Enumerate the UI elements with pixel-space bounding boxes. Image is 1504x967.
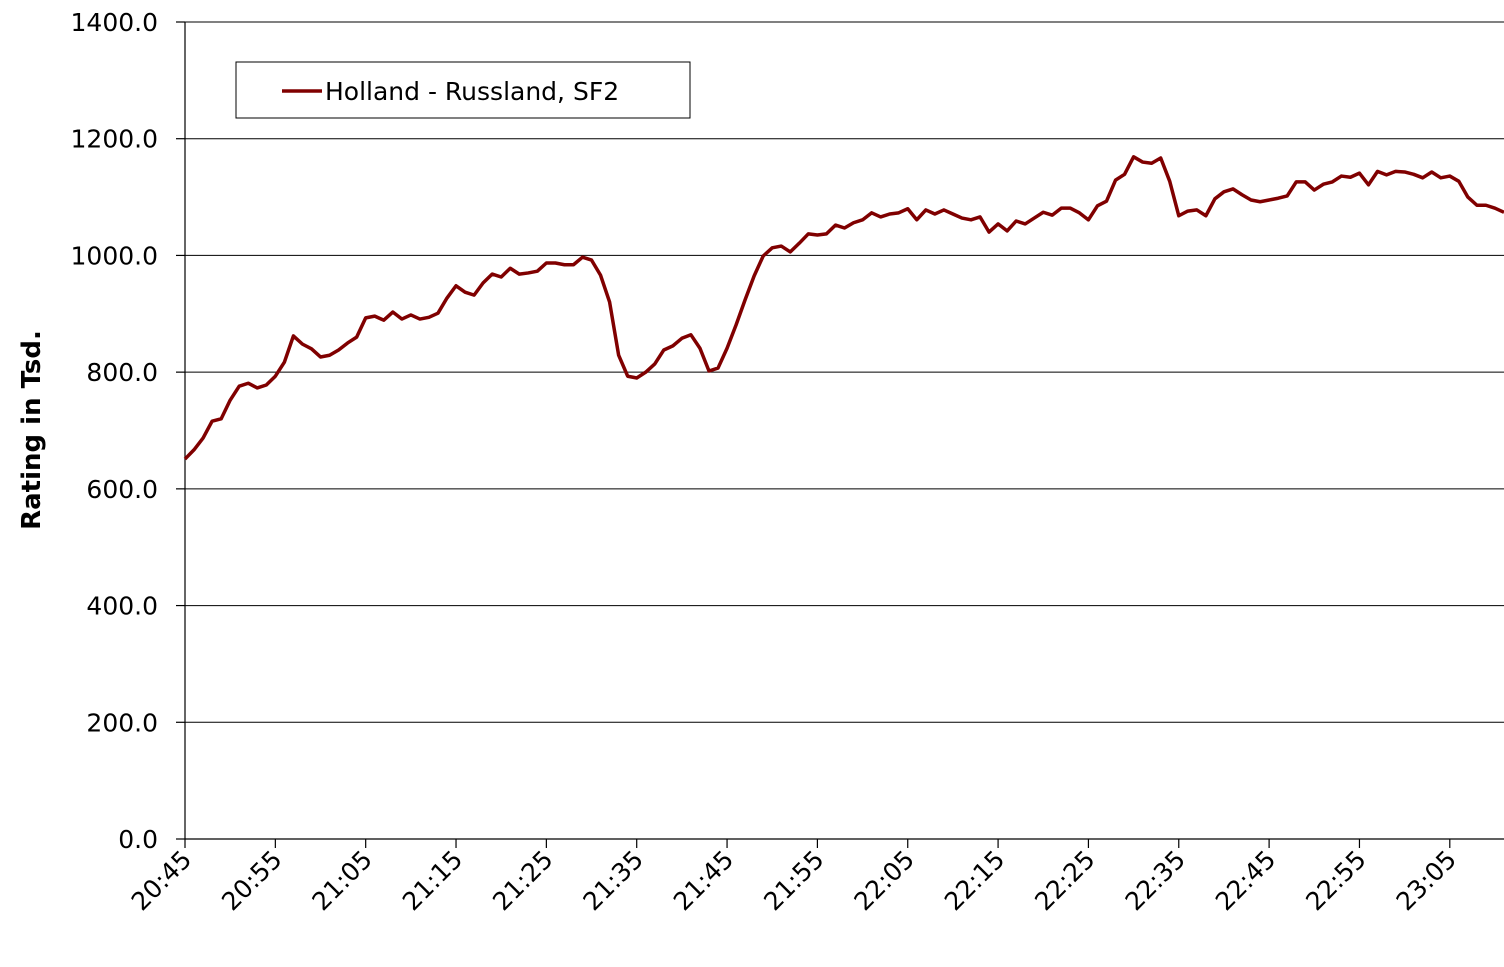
x-tick-label: 22:55 [1300, 845, 1371, 916]
y-tick-label: 0.0 [118, 825, 158, 854]
legend-label: Holland - Russland, SF2 [325, 77, 619, 106]
x-tick-label: 22:05 [849, 845, 920, 916]
x-tick-label: 21:15 [397, 845, 468, 916]
x-tick-label: 20:45 [126, 845, 197, 916]
x-tick-label: 21:25 [487, 845, 558, 916]
y-tick-label: 200.0 [86, 708, 158, 737]
x-tick-label: 21:45 [668, 845, 739, 916]
y-tick-label: 600.0 [86, 475, 158, 504]
x-tick-label: 23:05 [1391, 845, 1462, 916]
x-tick-label: 22:45 [1210, 845, 1281, 916]
y-axis-label: Rating in Tsd. [17, 330, 47, 530]
x-tick-label: 21:05 [306, 845, 377, 916]
x-tick-label: 22:15 [939, 845, 1010, 916]
y-tick-label: 1000.0 [71, 241, 158, 270]
y-tick-label: 1200.0 [71, 125, 158, 154]
data-line [183, 155, 1504, 461]
x-tick-label: 20:55 [216, 845, 287, 916]
x-tick-label: 21:55 [758, 845, 829, 916]
x-tick-label: 22:35 [1120, 845, 1191, 916]
y-tick-label: 800.0 [86, 358, 158, 387]
x-tick-label: 22:25 [1029, 845, 1100, 916]
y-tick-label: 400.0 [86, 592, 158, 621]
y-tick-label: 1400.0 [71, 8, 158, 37]
x-tick-label: 21:35 [578, 845, 649, 916]
